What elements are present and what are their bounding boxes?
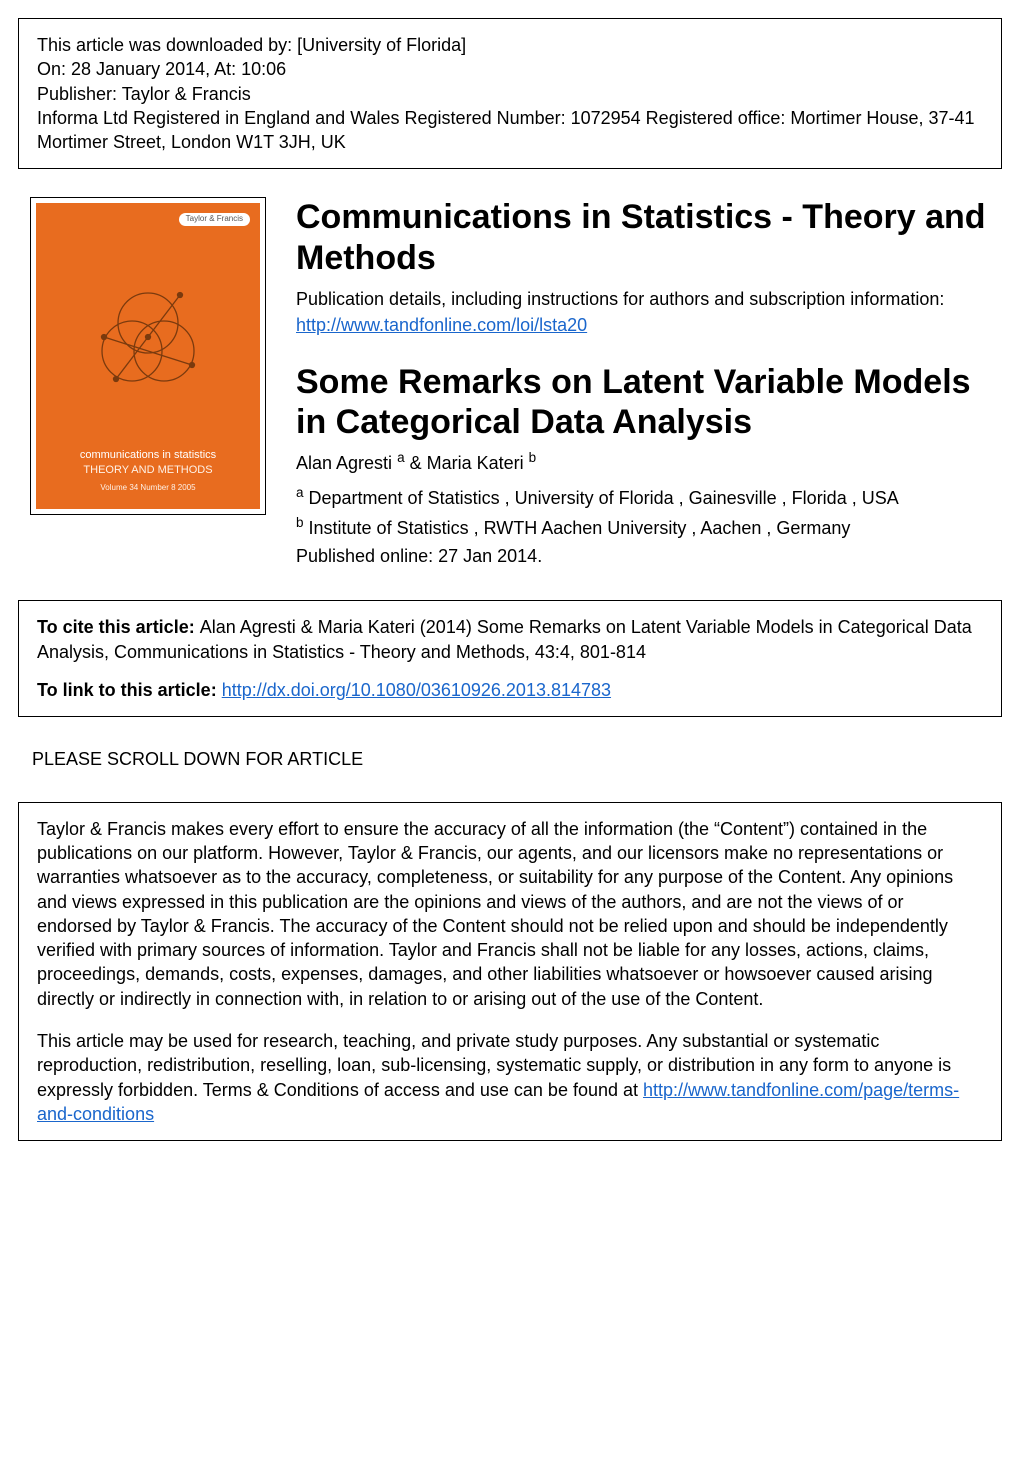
citation-line: To cite this article: Alan Agresti & Mar… <box>37 615 983 664</box>
cover-title-2: THEORY AND METHODS <box>80 463 216 478</box>
affiliation-a: a Department of Statistics , University … <box>296 484 990 510</box>
affiliation-b: b Institute of Statistics , RWTH Aachen … <box>296 514 990 540</box>
cover-volume: Volume 34 Number 8 2005 <box>80 482 216 493</box>
publication-details: Publication details, including instructi… <box>296 287 990 311</box>
journal-info-link[interactable]: http://www.tandfonline.com/loi/lsta20 <box>296 315 587 335</box>
affil-b-label: b <box>296 515 304 530</box>
registered-office: Informa Ltd Registered in England and Wa… <box>37 106 983 155</box>
cite-label: To cite this article: <box>37 617 200 637</box>
affil-b-text: Institute of Statistics , RWTH Aachen Un… <box>304 518 851 538</box>
publisher: Publisher: Taylor & Francis <box>37 82 983 106</box>
scroll-hint: PLEASE SCROLL DOWN FOR ARTICLE <box>18 747 1002 771</box>
download-date: On: 28 January 2014, At: 10:06 <box>37 57 983 81</box>
author-2: Maria Kateri <box>427 453 524 473</box>
terms-paragraph-1: Taylor & Francis makes every effort to e… <box>37 817 983 1011</box>
authors: Alan Agresti a & Maria Kateri b <box>296 449 990 475</box>
published-online: Published online: 27 Jan 2014. <box>296 544 990 568</box>
journal-cover-frame: Taylor & Francis communications in stati… <box>30 197 266 515</box>
doi-label: To link to this article: <box>37 680 222 700</box>
article-title: Some Remarks on Latent Variable Models i… <box>296 362 990 444</box>
cover-text-block: communications in statistics THEORY AND … <box>80 448 216 494</box>
doi-link[interactable]: http://dx.doi.org/10.1080/03610926.2013.… <box>222 680 611 700</box>
affil-a-label: a <box>296 485 304 500</box>
journal-title: Communications in Statistics - Theory an… <box>296 197 990 279</box>
cover-title-1: communications in statistics <box>80 448 216 463</box>
author-separator: & <box>410 453 427 473</box>
terms-box: Taylor & Francis makes every effort to e… <box>18 802 1002 1142</box>
downloaded-by: This article was downloaded by: [Univers… <box>37 33 983 57</box>
affil-a-text: Department of Statistics , University of… <box>304 488 899 508</box>
affil-sup-a: a <box>397 450 405 465</box>
journal-cover: Taylor & Francis communications in stati… <box>36 203 260 509</box>
article-metadata-row: Taylor & Francis communications in stati… <box>18 197 1002 572</box>
doi-line: To link to this article: http://dx.doi.o… <box>37 678 983 702</box>
venn-diagram-icon <box>88 281 208 401</box>
terms-paragraph-2: This article may be used for research, t… <box>37 1029 983 1126</box>
author-1: Alan Agresti <box>296 453 392 473</box>
article-metadata: Communications in Statistics - Theory an… <box>296 197 990 572</box>
affil-sup-b: b <box>529 450 537 465</box>
tf-logo-badge: Taylor & Francis <box>179 213 250 226</box>
download-header-box: This article was downloaded by: [Univers… <box>18 18 1002 169</box>
citation-box: To cite this article: Alan Agresti & Mar… <box>18 600 1002 717</box>
